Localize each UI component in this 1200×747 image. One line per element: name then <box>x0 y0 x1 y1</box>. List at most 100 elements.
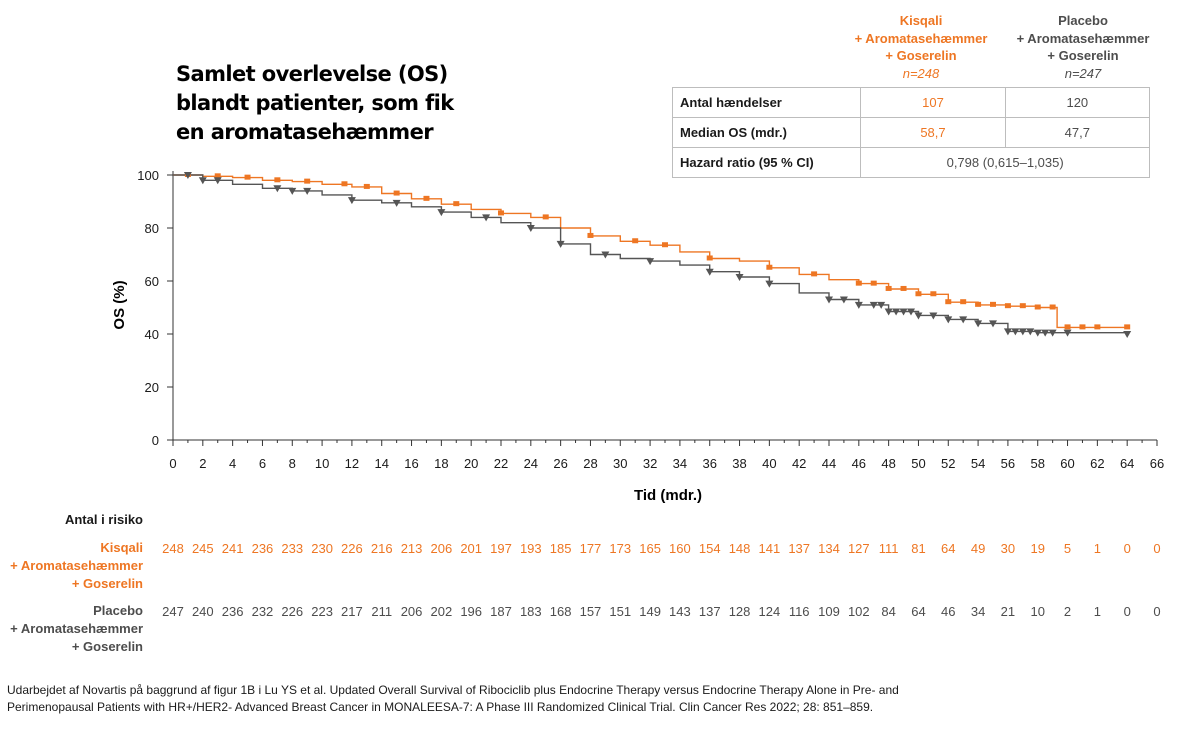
risk-value-kisqali: 197 <box>490 541 512 556</box>
x-tick-label: 28 <box>583 456 597 471</box>
placebo-censor-mark <box>556 240 565 248</box>
risk-value-kisqali: 0 <box>1124 541 1131 556</box>
placebo-censor-mark <box>929 312 938 320</box>
risk-value-placebo: 0 <box>1124 604 1131 619</box>
risk-value-kisqali: 248 <box>162 541 184 556</box>
kisqali-censor-mark <box>363 183 370 189</box>
risk-value-placebo: 196 <box>460 604 482 619</box>
placebo-censor-mark <box>944 316 953 324</box>
kisqali-censor-mark <box>274 177 281 183</box>
kisqali-censor-mark <box>662 242 668 248</box>
y-tick-label: 20 <box>145 380 159 395</box>
kisqali-censor-mark <box>945 299 952 305</box>
placebo-censor-mark <box>1011 328 1020 336</box>
risk-value-placebo: 187 <box>490 604 512 619</box>
x-tick-label: 22 <box>494 456 508 471</box>
y-tick-label: 60 <box>145 274 159 289</box>
risk-value-placebo: 64 <box>911 604 925 619</box>
risk-value-placebo: 109 <box>818 604 840 619</box>
x-tick-label: 48 <box>881 456 895 471</box>
table-row: Median OS (mdr.) 58,7 47,7 <box>671 117 1151 148</box>
kisqali-censor-mark <box>975 301 982 307</box>
kisqali-censor-mark <box>542 214 549 220</box>
risk-value-placebo: 46 <box>941 604 955 619</box>
placebo-censor-mark <box>288 187 297 195</box>
chart-title: Samlet overlevelse (OS) blandt patienter… <box>176 60 506 147</box>
x-tick-label: 50 <box>911 456 925 471</box>
risk-value-kisqali: 236 <box>252 541 274 556</box>
kisqali-censor-mark <box>990 301 996 307</box>
y-tick-label: 80 <box>145 221 159 236</box>
risk-value-placebo: 211 <box>371 604 392 619</box>
placebo-censor-mark <box>974 320 983 328</box>
number-at-risk-title: Antal i risiko <box>64 512 143 527</box>
risk-value-placebo: 168 <box>550 604 572 619</box>
risk-value-placebo: 34 <box>971 604 985 619</box>
table-row: Hazard ratio (95 % CI) 0,798 (0,615–1,03… <box>671 147 1150 178</box>
risk-value-kisqali: 154 <box>699 541 721 556</box>
risk-value-kisqali: 185 <box>550 541 572 556</box>
risk-value-kisqali: 177 <box>580 541 602 556</box>
placebo-censor-mark <box>892 308 901 316</box>
kisqali-censor-mark <box>632 238 639 244</box>
placebo-censor-mark <box>914 312 923 320</box>
placebo-censor-mark <box>884 308 893 316</box>
kisqali-header-line: Kisqali <box>899 13 943 28</box>
placebo-censor-mark <box>1003 328 1012 336</box>
x-tick-label: 66 <box>1150 456 1164 471</box>
risk-label-line: + Aromatasehæmmer <box>10 621 143 636</box>
risk-label-line: Kisqali <box>100 540 143 555</box>
kisqali-censor-mark <box>915 291 922 297</box>
risk-value-placebo: 232 <box>252 604 274 619</box>
risk-value-kisqali: 213 <box>401 541 423 556</box>
risk-value-placebo: 0 <box>1153 604 1160 619</box>
kisqali-censor-mark <box>244 174 251 180</box>
risk-value-kisqali: 216 <box>371 541 393 556</box>
placebo-censor-mark <box>839 296 848 304</box>
placebo-censor-mark <box>825 296 833 304</box>
risk-value-kisqali: 160 <box>669 541 691 556</box>
placebo-censor-mark <box>959 316 968 324</box>
risk-value-placebo: 157 <box>580 604 602 619</box>
risk-value-placebo: 217 <box>341 604 363 619</box>
kisqali-censor-mark <box>1049 304 1056 310</box>
risk-value-kisqali: 245 <box>192 541 214 556</box>
placebo-censor-mark <box>1018 328 1027 336</box>
y-tick-label: 100 <box>137 168 159 183</box>
placebo-censor-mark <box>646 258 655 266</box>
placebo-censor-mark <box>899 308 908 316</box>
x-tick-label: 20 <box>464 456 478 471</box>
placebo-censor-mark <box>765 280 774 288</box>
placebo-censor-mark <box>392 199 401 207</box>
risk-value-placebo: 206 <box>401 604 423 619</box>
placebo-censor-mark <box>1033 329 1042 337</box>
placebo-censor-mark <box>526 225 535 232</box>
risk-value-kisqali: 173 <box>609 541 631 556</box>
risk-value-kisqali: 230 <box>311 541 333 556</box>
events-placebo: 120 <box>1004 87 1151 118</box>
risk-value-kisqali: 1 <box>1094 541 1101 556</box>
x-tick-label: 10 <box>315 456 329 471</box>
kisqali-header-line: + Aromatasehæmmer <box>854 30 988 46</box>
risk-value-placebo: 223 <box>311 604 333 619</box>
risk-value-placebo: 124 <box>759 604 781 619</box>
placebo-header-line: + Goserelin <box>1047 48 1119 63</box>
kisqali-column-header: Kisqali + Aromatasehæmmer + Goserelin n=… <box>836 12 1006 82</box>
risk-value-placebo: 226 <box>281 604 303 619</box>
kisqali-censor-mark <box>706 255 713 261</box>
risk-value-placebo: 1 <box>1094 604 1101 619</box>
x-tick-label: 64 <box>1120 456 1134 471</box>
kisqali-censor-mark <box>423 195 430 201</box>
kisqali-censor-mark <box>900 285 907 291</box>
risk-value-kisqali: 137 <box>788 541 810 556</box>
x-tick-label: 16 <box>404 456 418 471</box>
placebo-censor-mark <box>198 177 207 185</box>
risk-value-kisqali: 233 <box>281 541 303 556</box>
risk-label-line: Placebo <box>93 603 143 618</box>
kisqali-censor-mark <box>885 285 892 291</box>
x-tick-label: 24 <box>524 456 538 471</box>
risk-label-placebo: Placebo + Aromatasehæmmer + Goserelin <box>0 602 143 656</box>
kisqali-censor-mark <box>960 299 967 305</box>
risk-value-kisqali: 226 <box>341 541 363 556</box>
risk-label-line: + Aromatasehæmmer <box>10 558 143 573</box>
